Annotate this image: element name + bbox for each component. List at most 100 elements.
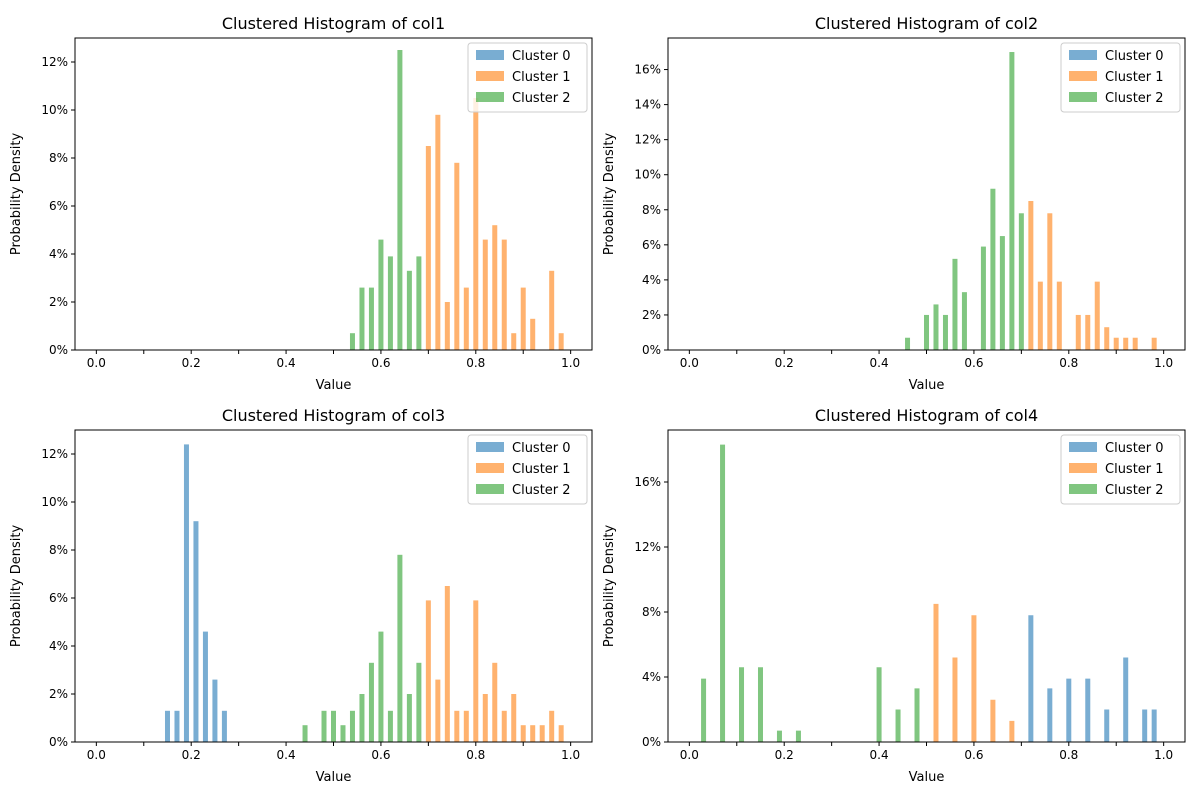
bar-series2-6 [406, 270, 412, 350]
bar-series2-5 [397, 50, 403, 350]
bar-series1-3 [454, 162, 460, 350]
bar-series0-0 [164, 710, 170, 742]
bar-series1-8 [501, 239, 507, 350]
y-tick-label: 8% [49, 151, 68, 165]
bar-series1-11 [530, 725, 536, 742]
bar-series0-6 [1142, 709, 1148, 742]
bar-series1-2 [444, 302, 450, 350]
x-tick-label: 0.2 [182, 748, 201, 762]
x-tick-label: 1.0 [1154, 356, 1173, 370]
y-tick-label: 8% [642, 203, 661, 217]
y-tick-label: 6% [642, 238, 661, 252]
y-tick-label: 4% [642, 670, 661, 684]
y-tick-label: 0% [49, 735, 68, 749]
bar-series1-11 [530, 318, 536, 350]
x-tick-label: 0.8 [1059, 356, 1078, 370]
bar-series0-7 [1151, 709, 1157, 742]
legend-label-0: Cluster 0 [512, 441, 571, 456]
y-tick-label: 8% [49, 543, 68, 557]
x-tick-label: 0.2 [775, 748, 794, 762]
bar-series2-4 [387, 256, 393, 350]
chart-panel-3: 0.0 0.2 0.4 0.6 0.8 1.0 0% 2% 4% 6% 8% 10% 12% Cluste… [9, 406, 593, 785]
bar-series2-3 [942, 314, 948, 350]
bar-series2-4 [776, 730, 782, 743]
y-tick-label: 6% [49, 199, 68, 213]
bar-series1-12 [549, 270, 555, 350]
bar-series2-5 [795, 730, 801, 743]
bar-series1-3 [454, 710, 460, 742]
bar-series2-1 [924, 314, 929, 350]
bar-series2-11 [416, 662, 422, 742]
bar-series1-0 [933, 603, 939, 743]
bar-series1-2 [971, 615, 977, 742]
bars-group [701, 444, 1157, 743]
legend-label-2: Cluster 2 [1105, 91, 1164, 106]
bar-series2-0 [302, 725, 308, 742]
bar-series1-10 [520, 287, 526, 350]
y-tick-label: 12% [41, 55, 68, 69]
bar-series1-1 [952, 657, 958, 742]
y-tick-label: 4% [642, 273, 661, 287]
legend-swatch-2 [1069, 484, 1097, 494]
bar-series2-2 [331, 710, 336, 742]
x-tick-label: 0.2 [775, 356, 794, 370]
chart-title: Clustered Histogram of col3 [222, 406, 445, 425]
y-tick-label: 0% [642, 343, 661, 357]
legend: Cluster 0 Cluster 1 Cluster 2 [1060, 42, 1181, 113]
chart-panel-4: 0.0 0.2 0.4 0.6 0.8 1.0 0% 4% 8% 12% 16% Clustered … [602, 406, 1186, 785]
bar-series1-13 [549, 710, 555, 742]
bar-series1-0 [1028, 201, 1034, 350]
bar-series2-1 [720, 444, 726, 742]
y-tick-label: 10% [634, 168, 661, 182]
bar-series1-2 [444, 586, 450, 742]
y-tick-label: 10% [41, 103, 68, 117]
legend-label-0: Cluster 0 [1105, 441, 1164, 456]
bar-series1-7 [1104, 327, 1110, 350]
bar-series2-3 [340, 725, 346, 742]
bar-series2-2 [368, 287, 374, 350]
legend-swatch-0 [476, 50, 504, 60]
bar-series1-9 [1123, 337, 1129, 350]
bar-series1-9 [511, 694, 517, 742]
bar-series1-8 [501, 710, 507, 742]
legend-swatch-2 [1069, 92, 1097, 102]
chart-panel-2: 0.0 0.2 0.4 0.6 0.8 1.0 0% 2% 4% 6% 8% 10% 12% 14% 16%… [602, 14, 1186, 393]
x-tick-label: 0.4 [277, 748, 296, 762]
y-tick-label: 16% [634, 475, 661, 489]
legend-label-0: Cluster 0 [512, 49, 571, 64]
bar-series2-7 [895, 709, 901, 742]
bar-series2-2 [933, 304, 939, 350]
x-tick-label: 0.0 [680, 748, 699, 762]
bar-series2-0 [701, 678, 707, 743]
legend: Cluster 0 Cluster 1 Cluster 2 [467, 42, 588, 113]
bar-series1-8 [1113, 337, 1119, 350]
bar-series2-9 [1009, 52, 1015, 351]
bar-series0-4 [202, 631, 208, 742]
bar-series0-0 [1028, 615, 1034, 742]
bar-series0-1 [174, 710, 180, 742]
bar-series2-10 [1018, 213, 1024, 350]
bar-series2-9 [397, 554, 403, 742]
legend-swatch-1 [1069, 463, 1097, 473]
y-tick-label: 14% [634, 98, 661, 112]
x-tick-label: 0.6 [964, 356, 983, 370]
bar-series2-3 [378, 239, 384, 350]
bar-series2-5 [359, 694, 365, 742]
x-tick-label: 0.8 [466, 748, 485, 762]
bars-group [349, 50, 564, 350]
bar-series2-3 [757, 667, 763, 742]
x-axis-label: Value [909, 378, 945, 393]
x-tick-label: 0.4 [870, 356, 889, 370]
bar-series0-4 [1104, 709, 1110, 742]
bar-series1-6 [482, 239, 488, 350]
y-tick-label: 8% [642, 605, 661, 619]
bar-series1-13 [558, 333, 564, 350]
bar-series1-4 [463, 287, 469, 350]
y-tick-label: 12% [634, 540, 661, 554]
y-tick-label: 0% [642, 735, 661, 749]
bar-series1-11 [1151, 337, 1157, 350]
bar-series2-8 [914, 688, 920, 743]
bar-series1-5 [1085, 314, 1091, 350]
bar-series2-1 [359, 287, 365, 350]
